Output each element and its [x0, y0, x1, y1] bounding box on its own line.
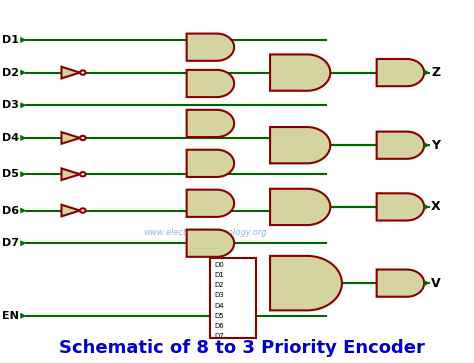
Text: X: X	[431, 200, 441, 213]
Text: EN: EN	[2, 311, 19, 321]
Polygon shape	[21, 135, 25, 140]
Polygon shape	[21, 103, 25, 108]
Polygon shape	[377, 193, 424, 220]
Polygon shape	[424, 204, 429, 209]
Polygon shape	[21, 241, 25, 246]
Circle shape	[80, 136, 86, 140]
Polygon shape	[21, 172, 25, 177]
Polygon shape	[424, 281, 429, 286]
Polygon shape	[21, 208, 25, 213]
Text: D7: D7	[214, 333, 224, 339]
Text: D5: D5	[2, 169, 19, 179]
Polygon shape	[62, 205, 80, 216]
Polygon shape	[187, 150, 234, 177]
Text: D2: D2	[214, 282, 224, 288]
Polygon shape	[62, 67, 80, 78]
Polygon shape	[377, 59, 424, 86]
Polygon shape	[270, 256, 342, 310]
Polygon shape	[21, 37, 25, 42]
Polygon shape	[62, 168, 80, 180]
Text: Schematic of 8 to 3 Priority Encoder: Schematic of 8 to 3 Priority Encoder	[59, 339, 425, 358]
Text: D3: D3	[214, 293, 224, 298]
Text: D7: D7	[2, 238, 19, 248]
Polygon shape	[377, 132, 424, 159]
Polygon shape	[424, 70, 429, 75]
Text: D6: D6	[2, 205, 19, 216]
Text: Z: Z	[431, 66, 440, 79]
Polygon shape	[21, 70, 25, 75]
Polygon shape	[21, 313, 25, 318]
Text: www.electricaltechnology.org: www.electricaltechnology.org	[143, 228, 267, 237]
Polygon shape	[377, 269, 424, 297]
Text: D2: D2	[2, 68, 19, 78]
Polygon shape	[187, 33, 234, 61]
Text: D3: D3	[2, 100, 19, 110]
Bar	[210, 258, 256, 338]
Text: D1: D1	[2, 35, 19, 45]
Circle shape	[80, 172, 86, 176]
Text: D5: D5	[214, 313, 224, 319]
Polygon shape	[187, 189, 234, 217]
Text: D4: D4	[214, 303, 224, 309]
Text: D6: D6	[214, 323, 224, 329]
Polygon shape	[187, 70, 234, 97]
Text: Y: Y	[431, 139, 440, 152]
Polygon shape	[187, 110, 234, 137]
Text: D4: D4	[2, 133, 19, 143]
Polygon shape	[270, 189, 330, 225]
Polygon shape	[187, 230, 234, 257]
Text: D0: D0	[214, 262, 224, 268]
Text: D1: D1	[214, 272, 224, 278]
Text: V: V	[431, 277, 441, 290]
Circle shape	[80, 70, 86, 75]
Circle shape	[80, 208, 86, 213]
Polygon shape	[270, 127, 330, 163]
Polygon shape	[62, 132, 80, 144]
Polygon shape	[270, 54, 330, 91]
Polygon shape	[424, 143, 429, 148]
